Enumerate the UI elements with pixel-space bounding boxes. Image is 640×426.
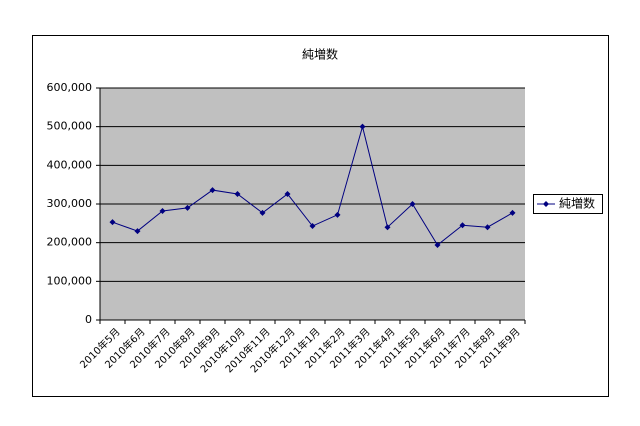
point: [409, 201, 416, 207]
point: [434, 241, 441, 248]
point: [259, 209, 266, 216]
point: [184, 204, 191, 211]
y-tick-label: 600,000: [47, 81, 93, 94]
point: [509, 209, 516, 216]
point: [309, 223, 316, 230]
y-tick-label: 500,000: [47, 120, 93, 133]
point: [234, 190, 241, 197]
point: [109, 219, 116, 226]
point: [359, 123, 366, 130]
legend-label: 純増数: [559, 196, 595, 211]
y-tick-label: 200,000: [47, 236, 93, 249]
chart-title: 純増数: [302, 47, 338, 62]
point: [334, 211, 341, 218]
legend-box: [533, 194, 603, 214]
y-tick-label: 300,000: [47, 197, 93, 210]
point: [484, 224, 491, 231]
y-tick-label: 400,000: [47, 158, 93, 171]
point: [384, 224, 391, 231]
point: [159, 207, 166, 214]
legend-marker: [543, 201, 549, 207]
point: [209, 187, 216, 194]
point: [134, 228, 141, 235]
y-tick-label: 100,000: [47, 274, 93, 287]
point: [459, 222, 466, 229]
point: [284, 190, 291, 197]
y-tick-label: 0: [85, 313, 92, 326]
